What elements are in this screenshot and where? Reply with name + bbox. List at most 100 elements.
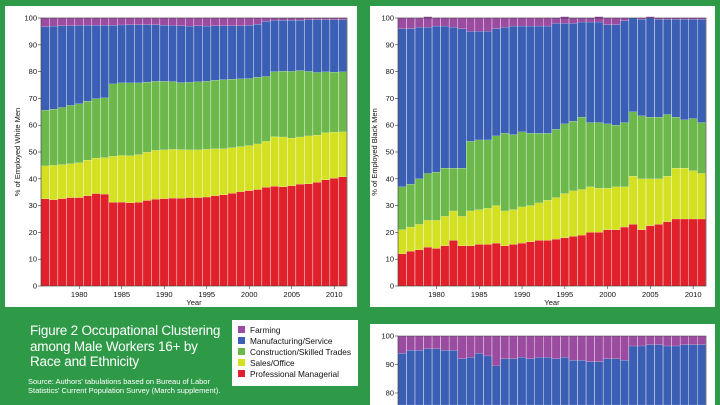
bar-segment [483,208,492,245]
bar-segment [474,139,484,210]
bar-segment [134,202,143,287]
bar-segment [611,24,621,126]
bar-segment [466,245,475,287]
y-tick-label: 20 [386,228,394,237]
bar-segment [117,82,126,156]
bar-segment [397,229,407,254]
bar-segment [142,152,152,201]
bar-segment [57,164,67,199]
bar-segment [577,117,586,190]
bar-segment [415,178,424,225]
bar-segment [569,23,578,122]
bar-segment [397,28,407,187]
bar-segment [91,17,101,26]
bar-segment [202,196,211,287]
bar-segment [603,335,612,359]
bar-segment [509,134,518,210]
bar-segment [91,193,101,287]
bar-segment [680,335,689,345]
bar-segment [457,335,467,359]
bar-segment [611,17,621,25]
bar-segment [151,81,160,151]
bar-segment [423,335,432,349]
bar-segment [569,121,578,191]
bar-segment [83,25,92,102]
bar-segment [193,81,203,150]
bar-segment [697,344,706,405]
bar-segment [397,335,407,354]
bar-segment [40,165,50,199]
bar-segment [49,165,58,200]
bar-segment [466,141,475,212]
bar-segment [321,132,330,180]
bar-segment [423,348,432,405]
bar-segment [654,335,663,345]
bar-segment [654,19,663,118]
bar-segment [151,24,160,82]
legend-label: Farming [250,324,281,335]
bar-segment [432,17,441,27]
bar-segment [577,189,586,236]
bar-segment [83,195,92,287]
bar-segment [117,155,126,203]
third-chart-panel: 80 90 100 [370,324,715,405]
bar-segment [577,235,586,287]
y-tick-label: 100 [381,332,394,341]
bar-segment [219,194,228,287]
legend-label: Professional Managerial [250,368,340,379]
bar-segment [517,335,527,358]
x-tick-label: 1980 [428,290,445,299]
bar-segment [671,168,681,220]
bar-segment [611,229,621,287]
bar-segment [151,150,160,200]
legend-swatch [238,348,245,355]
bar-segment [483,17,492,32]
bar-segment [663,335,672,347]
bar-segment [117,202,126,287]
bar-segment [117,17,126,26]
bar-segment [287,71,296,139]
bar-segment [603,358,612,405]
bar-segment [594,188,604,233]
bar-segment [193,149,203,198]
legend-swatch [238,370,245,377]
bar-segment [628,17,638,112]
bar-segment [278,186,288,287]
bar-segment [628,345,638,405]
bar-segment [176,82,186,150]
bar-segment [654,224,663,287]
x-tick-label: 2010 [685,290,702,299]
bar-segment [406,226,415,252]
bar-segment [227,17,237,26]
bar-segment [517,17,527,27]
bar-segment [483,139,492,209]
bar-segment [569,190,578,237]
bar-segment [697,335,706,345]
bar-segment [304,71,313,136]
bar-segment [40,110,50,167]
bar-segment [526,335,535,359]
bar-segment [474,31,484,141]
bar-segment [509,25,518,135]
bar-segment [125,202,135,287]
bar-segment [509,209,518,245]
bar-segment [611,186,621,230]
bar-segment [466,17,475,32]
bar-segment [227,147,237,194]
bar-segment [646,17,655,118]
bar-segment [646,117,655,179]
bar-segment [219,17,228,26]
bar-segment [509,358,518,405]
bar-segment [569,236,578,287]
y-tick-label: 0 [33,282,37,291]
bar-segment [483,244,492,287]
bar-segment [287,137,296,186]
bar-segment [543,17,552,27]
bar-segment [654,178,663,225]
x-axis-label: Year [186,298,202,307]
bar-segment [577,360,586,405]
bar-segment [560,193,569,238]
bar-segment [66,163,75,198]
bar-segment [637,19,646,116]
bar-segment [586,361,595,405]
